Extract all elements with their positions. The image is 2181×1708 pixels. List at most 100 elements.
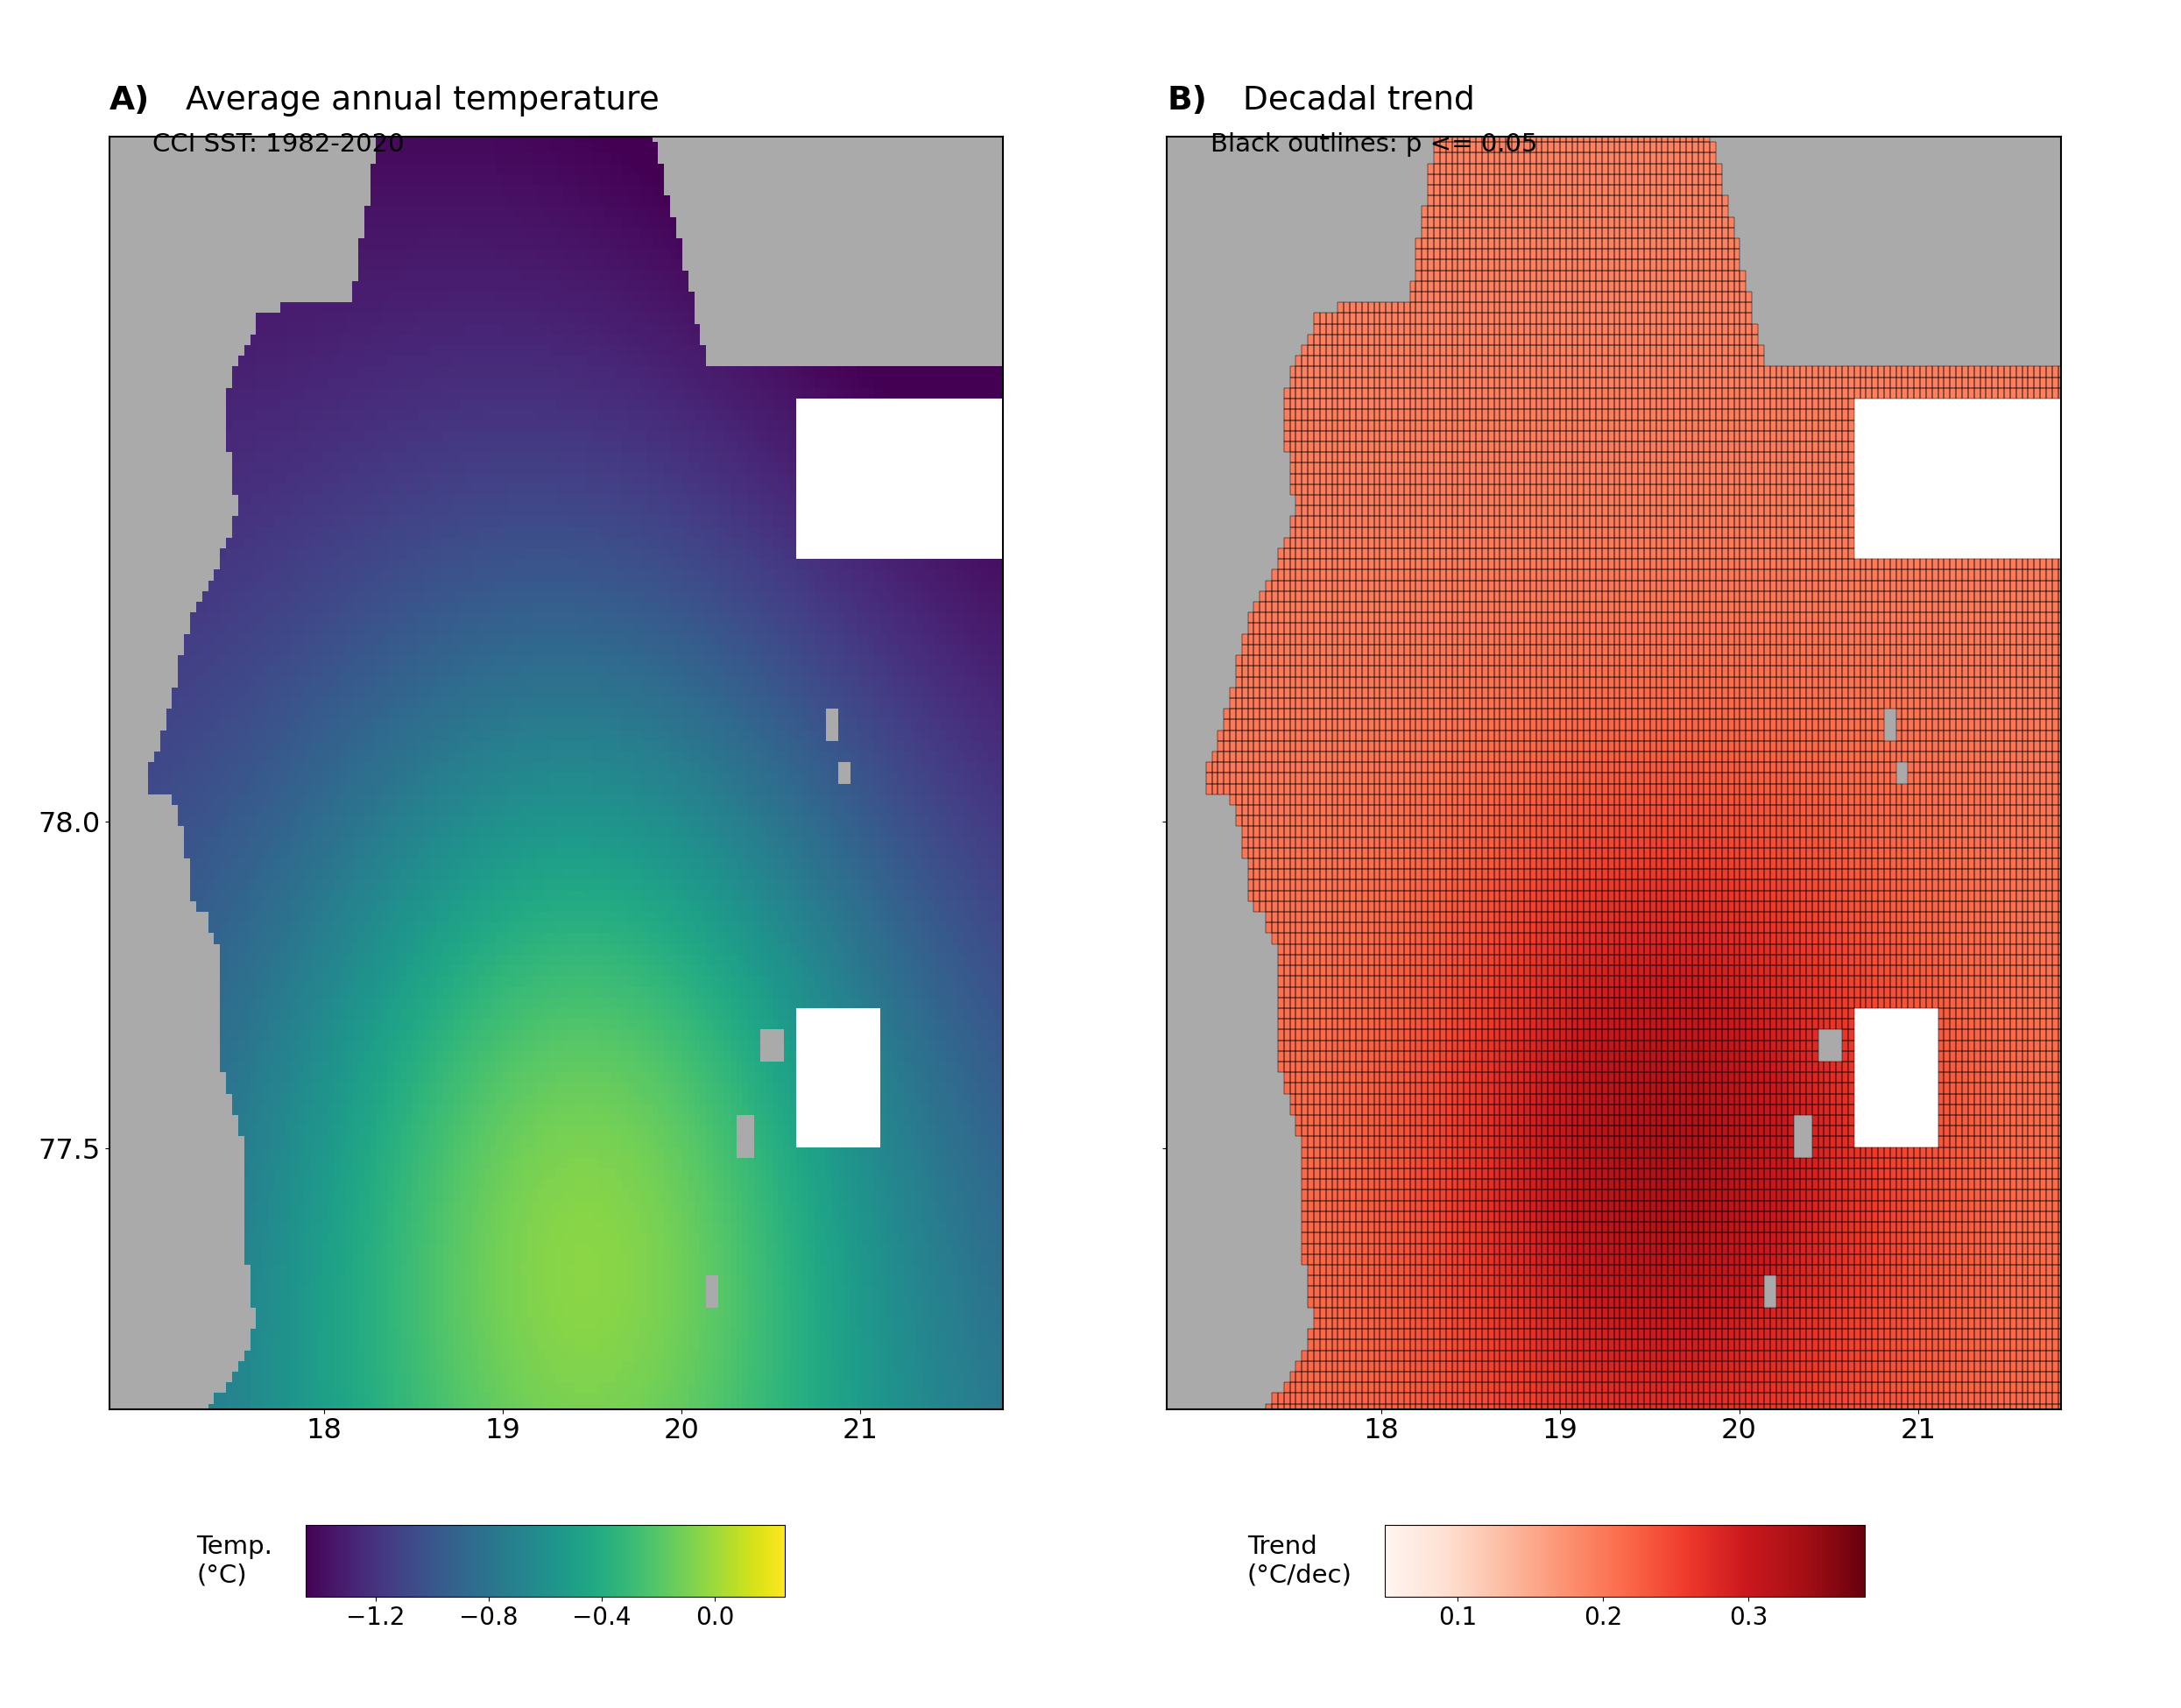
Bar xyxy=(1991,1179,1998,1190)
Bar xyxy=(1429,207,1433,217)
Bar xyxy=(1501,1286,1505,1296)
Bar xyxy=(1799,1276,1806,1286)
Bar xyxy=(1525,762,1529,772)
Bar xyxy=(1601,260,1607,270)
Bar xyxy=(1577,666,1583,676)
Bar xyxy=(1908,1308,1915,1319)
Bar xyxy=(1631,292,1638,302)
Bar xyxy=(1501,945,1505,955)
Bar xyxy=(1799,430,1806,441)
Bar xyxy=(1518,719,1525,729)
Bar xyxy=(1415,729,1422,741)
Bar xyxy=(1871,1361,1878,1372)
Bar xyxy=(1884,997,1891,1008)
Bar xyxy=(1494,1050,1501,1062)
Bar xyxy=(1505,559,1511,570)
Bar xyxy=(1627,784,1631,794)
Bar xyxy=(1505,420,1511,430)
Bar xyxy=(1463,441,1470,453)
Bar xyxy=(1686,1062,1692,1073)
Bar xyxy=(1710,1168,1716,1179)
Bar xyxy=(1788,1319,1795,1329)
Bar xyxy=(1559,591,1566,601)
Bar xyxy=(1549,195,1553,207)
Bar xyxy=(1884,1201,1891,1211)
Bar xyxy=(1819,666,1823,676)
Bar xyxy=(2011,388,2015,398)
Bar xyxy=(1429,1148,1433,1158)
Bar xyxy=(1320,1008,1326,1018)
Bar xyxy=(1734,1105,1740,1115)
Bar xyxy=(1740,902,1747,912)
Bar xyxy=(2035,1211,2039,1221)
Bar xyxy=(1333,729,1337,741)
Bar xyxy=(1823,1319,1830,1329)
Bar xyxy=(1505,325,1511,335)
Bar xyxy=(1902,623,1908,634)
Bar xyxy=(2015,1158,2022,1168)
Bar xyxy=(1974,1105,1980,1115)
Bar xyxy=(1457,1148,1463,1158)
Bar xyxy=(1812,816,1819,827)
Bar xyxy=(1446,1286,1453,1296)
Bar xyxy=(1950,1073,1956,1083)
Bar xyxy=(1668,441,1675,453)
Bar xyxy=(1361,902,1367,912)
Bar xyxy=(1590,1050,1596,1062)
Bar xyxy=(1819,859,1823,869)
Bar xyxy=(1867,762,1871,772)
Bar xyxy=(1710,430,1716,441)
Bar xyxy=(1836,676,1843,687)
Bar xyxy=(1939,1211,1943,1221)
Bar xyxy=(1758,945,1764,955)
Bar xyxy=(1908,377,1915,388)
Bar xyxy=(1326,997,1333,1008)
Bar xyxy=(1542,656,1549,666)
Bar xyxy=(1367,922,1374,933)
Bar xyxy=(1692,1190,1699,1201)
Bar xyxy=(1668,1168,1675,1179)
Bar xyxy=(1607,816,1614,827)
Bar xyxy=(1734,528,1740,538)
Bar xyxy=(1601,495,1607,506)
Bar xyxy=(1751,528,1758,538)
Bar xyxy=(1405,1221,1409,1233)
Bar xyxy=(1662,1105,1668,1115)
Bar xyxy=(1620,784,1627,794)
Bar xyxy=(1381,687,1385,699)
Bar xyxy=(1409,729,1415,741)
Bar xyxy=(1847,430,1854,441)
Bar xyxy=(1950,847,1956,859)
Bar xyxy=(1614,912,1620,922)
Bar xyxy=(1703,1201,1710,1211)
Bar xyxy=(1525,1264,1529,1276)
Bar xyxy=(1302,1243,1309,1254)
Bar xyxy=(1296,453,1302,463)
Bar xyxy=(1751,1115,1758,1126)
Bar xyxy=(1583,1404,1590,1414)
Bar xyxy=(1950,762,1956,772)
Bar xyxy=(1723,656,1727,666)
Bar xyxy=(1716,282,1723,292)
Bar xyxy=(1415,410,1422,420)
Bar xyxy=(1289,676,1296,687)
Bar xyxy=(1686,282,1692,292)
Bar xyxy=(1453,559,1457,570)
Bar xyxy=(1703,827,1710,837)
Bar xyxy=(1895,709,1902,719)
Bar xyxy=(1651,1233,1655,1243)
Bar xyxy=(1799,528,1806,538)
Bar xyxy=(1505,1382,1511,1394)
Bar xyxy=(1309,762,1313,772)
Bar xyxy=(1806,377,1812,388)
Bar xyxy=(1601,997,1607,1008)
Bar xyxy=(1655,184,1662,195)
Bar xyxy=(1374,506,1381,516)
Bar xyxy=(1819,581,1823,591)
Bar xyxy=(1439,912,1446,922)
Bar xyxy=(1771,1030,1775,1040)
Bar xyxy=(1477,741,1481,752)
Bar xyxy=(1549,774,1553,784)
Bar xyxy=(1542,719,1549,729)
Bar xyxy=(1627,623,1631,634)
